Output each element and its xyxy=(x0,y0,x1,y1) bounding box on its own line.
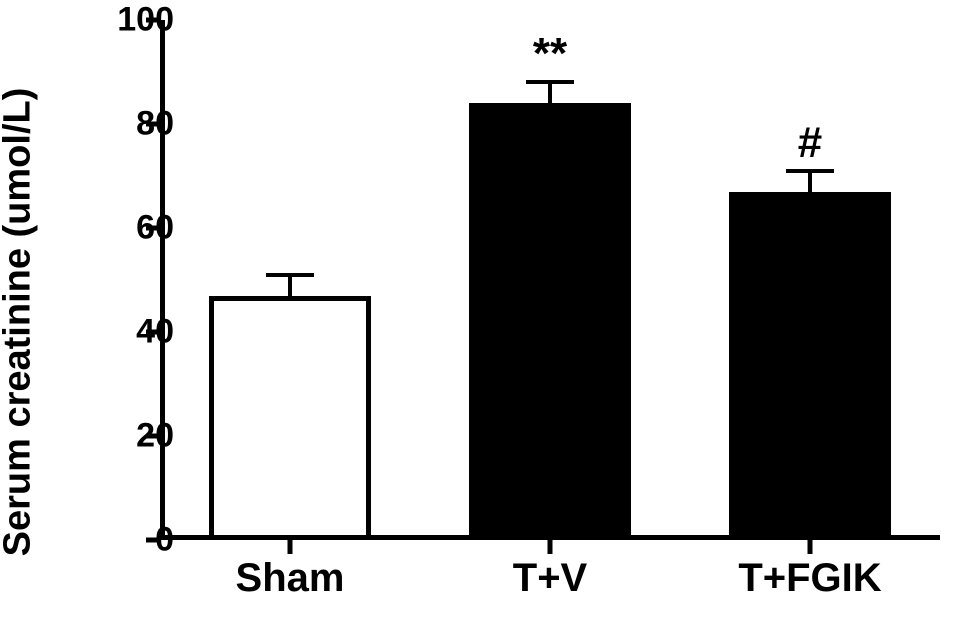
y-tick-label: 40 xyxy=(104,313,174,352)
significance-label: # xyxy=(798,121,822,165)
plot-area xyxy=(160,20,940,540)
error-bar-stem xyxy=(548,82,552,103)
x-tick-label: Sham xyxy=(236,556,345,601)
y-tick-label: 60 xyxy=(104,209,174,248)
x-tick xyxy=(548,540,553,554)
chart-container: Serum creatinine (umol/L) 0 20 40 60 80 100 Sh… xyxy=(0,0,974,643)
y-tick-label: 100 xyxy=(104,1,174,40)
x-tick-label: T+FGIK xyxy=(738,556,881,601)
x-tick xyxy=(808,540,813,554)
y-tick-label: 20 xyxy=(104,417,174,456)
bar xyxy=(469,103,630,540)
bar xyxy=(729,192,890,540)
x-tick xyxy=(288,540,293,554)
y-axis-line xyxy=(160,20,165,540)
x-tick-label: T+V xyxy=(513,556,587,601)
error-bar-cap xyxy=(266,273,314,277)
error-bar-stem xyxy=(288,275,292,296)
error-bar-cap xyxy=(786,169,834,173)
y-axis-label: Serum creatinine (umol/L) xyxy=(0,87,40,556)
bar xyxy=(209,296,370,540)
significance-label: ** xyxy=(533,32,567,76)
y-tick-label: 0 xyxy=(104,521,174,560)
error-bar-stem xyxy=(808,171,812,192)
error-bar-cap xyxy=(526,80,574,84)
y-tick-label: 80 xyxy=(104,105,174,144)
